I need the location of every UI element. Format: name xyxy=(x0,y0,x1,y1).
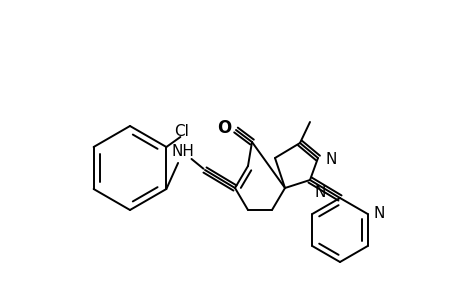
Text: N: N xyxy=(325,152,336,167)
Text: N: N xyxy=(373,206,384,221)
Text: O: O xyxy=(216,119,230,137)
Text: N: N xyxy=(314,185,326,200)
Text: NH: NH xyxy=(171,145,194,160)
Text: Cl: Cl xyxy=(174,124,189,139)
